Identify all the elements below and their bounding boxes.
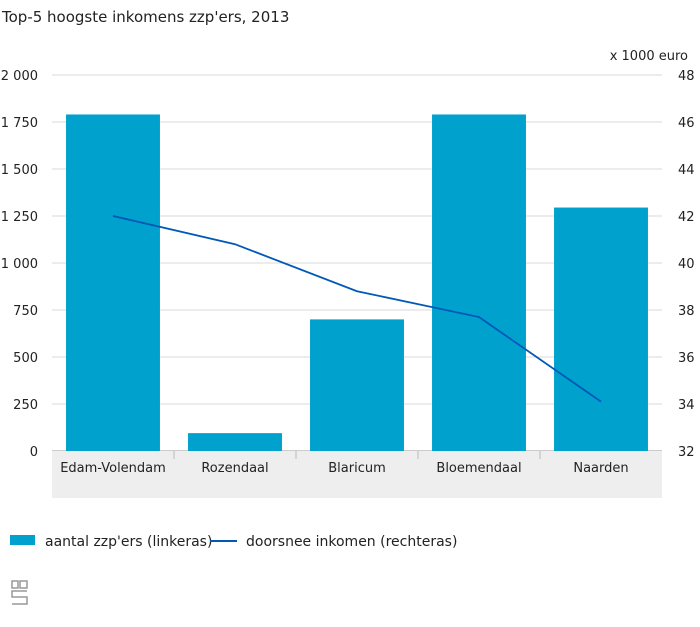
category-label: Blaricum [328, 461, 386, 476]
category-label: Naarden [573, 461, 628, 476]
legend-line-label: doorsnee inkomen (rechteras) [246, 534, 457, 550]
left-tick-label: 1 750 [1, 116, 38, 131]
left-tick-label: 1 000 [1, 257, 38, 272]
legend-bar-swatch [10, 535, 35, 545]
right-axis-unit: x 1000 euro [610, 49, 688, 64]
category-band [52, 451, 662, 498]
right-tick-label: 34 [678, 398, 695, 413]
left-tick-label: 1 250 [1, 210, 38, 225]
category-label: Edam-Volendam [60, 461, 166, 476]
right-tick-label: 38 [678, 304, 695, 319]
left-tick-label: 500 [13, 351, 38, 366]
right-tick-label: 40 [678, 257, 695, 272]
chart-title: Top-5 hoogste inkomens zzp'ers, 2013 [1, 8, 289, 26]
legend-bar-label: aantal zzp'ers (linkeras) [45, 534, 212, 550]
right-tick-label: 32 [678, 445, 695, 460]
right-tick-label: 46 [678, 116, 695, 131]
income-line [112, 215, 602, 403]
cbs-logo [11, 580, 28, 605]
bar [310, 319, 404, 451]
category-label: Bloemendaal [436, 461, 521, 476]
right-tick-label: 44 [678, 163, 695, 178]
right-tick-label: 36 [678, 351, 695, 366]
bar [432, 114, 526, 451]
left-tick-label: 1 500 [1, 163, 38, 178]
left-tick-label: 0 [30, 445, 38, 460]
right-tick-label: 48 [678, 69, 695, 84]
category-label: Rozendaal [201, 461, 268, 476]
bar [188, 433, 282, 451]
left-tick-label: 250 [13, 398, 38, 413]
bar [554, 207, 648, 451]
legend: aantal zzp'ers (linkeras) doorsnee inkom… [10, 534, 457, 550]
left-tick-label: 2 000 [1, 69, 38, 84]
right-tick-label: 42 [678, 210, 695, 225]
bar [66, 114, 160, 451]
left-tick-label: 750 [13, 304, 38, 319]
